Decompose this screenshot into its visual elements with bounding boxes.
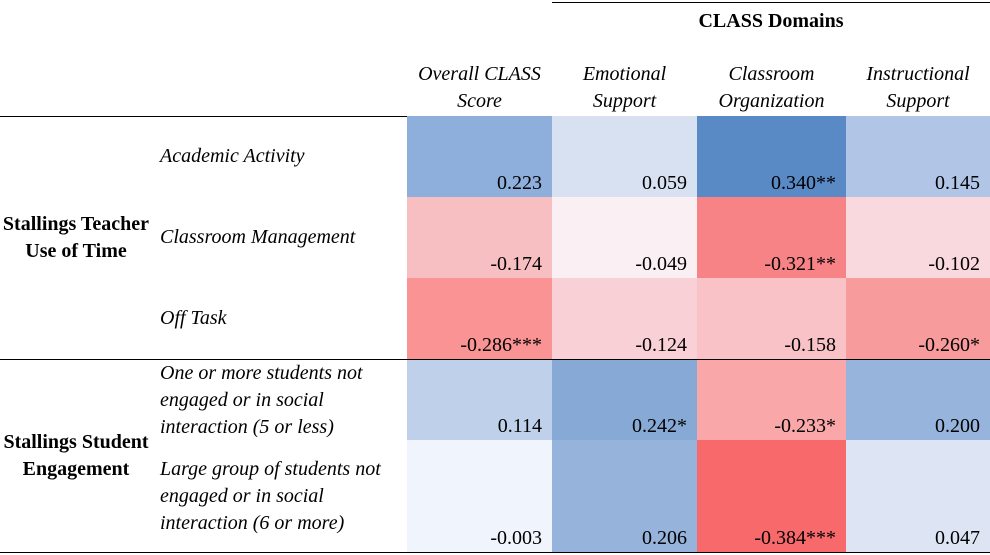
column-header: Overall CLASS Score bbox=[418, 63, 541, 112]
correlation-cell: 0.059 bbox=[552, 116, 697, 197]
group-rule bbox=[0, 552, 990, 553]
correlation-cell: 0.200 bbox=[846, 360, 990, 440]
correlation-cell: 0.047 bbox=[846, 440, 990, 552]
row-label: Large group of students not engaged or i… bbox=[160, 457, 381, 534]
correlation-cell: -0.321** bbox=[697, 197, 846, 278]
column-header: Emotional Support bbox=[582, 63, 667, 112]
correlation-cell: 0.145 bbox=[846, 116, 990, 197]
correlation-cell: -0.003 bbox=[407, 440, 552, 552]
row-label: Academic Activity bbox=[160, 145, 305, 167]
column-header: Instructional Support bbox=[866, 63, 970, 112]
row-label: Classroom Management bbox=[160, 226, 356, 248]
correlation-cell: -0.158 bbox=[697, 278, 846, 359]
correlation-cell: -0.384*** bbox=[697, 440, 846, 552]
correlation-cell: 0.340** bbox=[697, 116, 846, 197]
correlation-cell: 0.242* bbox=[552, 360, 697, 440]
correlation-cell: -0.174 bbox=[407, 197, 552, 278]
correlation-cell: 0.114 bbox=[407, 360, 552, 440]
column-header: Classroom Organization bbox=[718, 63, 825, 112]
correlation-cell: 0.223 bbox=[407, 116, 552, 197]
correlation-cell: -0.049 bbox=[552, 197, 697, 278]
correlation-cell: -0.233* bbox=[697, 360, 846, 440]
correlation-cell: -0.124 bbox=[552, 278, 697, 359]
correlation-cell: -0.286*** bbox=[407, 278, 552, 359]
correlation-cell: -0.102 bbox=[846, 197, 990, 278]
correlation-cell: -0.260* bbox=[846, 278, 990, 359]
class-domains-header: CLASS Domains bbox=[552, 2, 990, 40]
row-label: One or more students not engaged or in s… bbox=[160, 361, 363, 438]
row-group-label: Stallings Student Engagement bbox=[3, 431, 149, 480]
row-group-label: Stallings Teacher Use of Time bbox=[2, 212, 150, 262]
correlation-cell: 0.206 bbox=[552, 440, 697, 552]
group-rule bbox=[0, 359, 990, 360]
row-label: Off Task bbox=[160, 307, 227, 329]
